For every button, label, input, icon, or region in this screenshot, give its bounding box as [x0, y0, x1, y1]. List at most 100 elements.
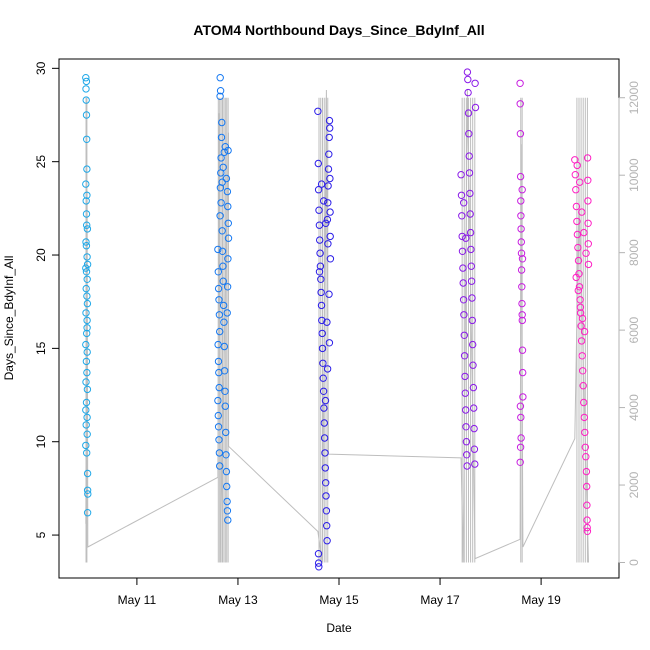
data-point [323, 318, 331, 326]
data-point [583, 154, 592, 162]
data-point [463, 451, 471, 459]
data-point [218, 227, 226, 235]
data-point [463, 68, 472, 76]
data-point [220, 148, 229, 157]
data-point [82, 85, 90, 93]
data-point [82, 197, 90, 205]
data-point [215, 449, 224, 457]
data-point [324, 199, 332, 207]
data-point [517, 266, 526, 274]
data-point [518, 186, 526, 194]
data-point [518, 346, 527, 354]
x-axis: May 11 May 13 May 15 May 17 May 19 [118, 577, 561, 607]
data-point [83, 469, 92, 478]
data-point [573, 230, 582, 239]
data-point [83, 430, 91, 438]
data-point [516, 100, 524, 108]
data-point [517, 238, 525, 246]
data-point [516, 130, 525, 138]
data-point [218, 118, 226, 127]
data-point [518, 283, 526, 291]
data-point [224, 255, 232, 263]
data-point [517, 434, 525, 442]
data-point [82, 111, 91, 119]
data-point [223, 482, 231, 491]
data-point [462, 234, 470, 242]
data-point [83, 329, 91, 338]
data-point [219, 163, 227, 172]
data-point [517, 225, 525, 233]
data-point [82, 309, 90, 317]
data-point [82, 357, 91, 366]
data-point [317, 301, 326, 310]
data-point [320, 434, 329, 442]
data-point [321, 464, 329, 472]
data-point [519, 368, 527, 377]
data-point [458, 247, 467, 256]
data-point [467, 245, 475, 254]
data-point [82, 74, 90, 82]
y-axis-label: Days_Since_BdyInf_All [2, 256, 16, 381]
y-axis: 5 10 15 20 25 30 [34, 61, 60, 538]
data-point [466, 210, 474, 218]
data-point [516, 402, 525, 410]
data-point [216, 212, 224, 220]
y2-tick-label: 6000 [627, 316, 641, 343]
data-point [516, 443, 525, 451]
data-point [465, 152, 473, 160]
data-point [219, 262, 227, 270]
data-point [216, 74, 224, 82]
data-point [576, 296, 584, 304]
data-point [579, 367, 587, 375]
data-point [576, 303, 585, 311]
data-point [517, 249, 526, 257]
data-point [83, 225, 92, 233]
data-point [223, 507, 232, 515]
data-point [517, 413, 525, 422]
data-point [519, 393, 527, 401]
data-point [326, 124, 334, 132]
data-point [470, 424, 478, 433]
data-point [325, 339, 334, 347]
data-point [222, 428, 230, 437]
secondary-y-axis: 0 2000 4000 6000 8000 10000 12000 [618, 81, 641, 566]
data-point [581, 443, 589, 451]
data-point [574, 286, 582, 295]
data-point [315, 206, 323, 214]
y-tick-label: 15 [34, 341, 48, 355]
data-point [321, 396, 330, 405]
data-point [319, 387, 328, 395]
data-point [326, 208, 334, 216]
data-point [584, 219, 592, 228]
data-point [82, 180, 90, 188]
data-point [318, 344, 327, 353]
data-point [467, 277, 476, 285]
data-point [219, 277, 227, 285]
data-point [83, 509, 92, 517]
data-point [218, 247, 227, 256]
data-point [324, 182, 332, 190]
data-point [517, 197, 525, 205]
data-point [517, 212, 525, 220]
data-point [314, 186, 323, 194]
data-point [82, 340, 90, 349]
data-point [468, 294, 476, 302]
data-point [516, 79, 524, 88]
data-point [320, 197, 328, 205]
data-point [217, 133, 226, 142]
data-point [468, 316, 476, 325]
data-point [516, 458, 524, 466]
data-point [317, 180, 326, 188]
data-point [323, 522, 331, 530]
data-point [214, 284, 223, 293]
data-point [576, 178, 584, 186]
data-point [214, 411, 223, 420]
data-point [224, 202, 232, 211]
data-point [583, 501, 591, 509]
data-point [584, 240, 592, 248]
data-point [578, 314, 587, 323]
data-point [83, 486, 92, 494]
data-point [221, 387, 229, 395]
data-point [577, 322, 585, 330]
data-point [83, 191, 91, 200]
